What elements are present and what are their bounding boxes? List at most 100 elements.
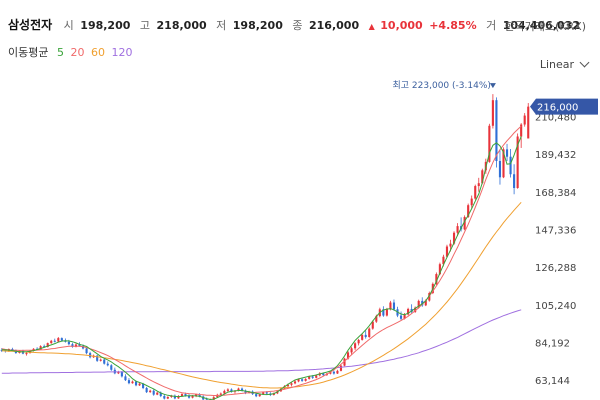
candle	[343, 357, 346, 367]
candle	[187, 394, 191, 399]
candle-body	[371, 321, 374, 329]
candle-body	[138, 383, 141, 386]
candle	[57, 337, 60, 343]
candle	[163, 393, 166, 400]
candle-body	[414, 307, 417, 312]
candle-body	[308, 376, 311, 379]
ma-60-label[interactable]: 60	[90, 46, 105, 59]
candle	[0, 348, 3, 353]
candle-body	[219, 393, 222, 395]
candle	[399, 311, 403, 321]
candle-body	[442, 256, 445, 265]
candle-body	[223, 390, 226, 394]
volume-label: 거	[486, 19, 497, 32]
candle-body	[495, 100, 498, 162]
quote-header: 삼성전자 시 198,200 고 218,000 저 198,200 종 216…	[8, 16, 586, 36]
open-value: 198,200	[80, 19, 131, 32]
close-value: 216,000	[309, 19, 360, 32]
high-value: 218,000	[156, 19, 207, 32]
ma-120-label[interactable]: 120	[111, 46, 133, 59]
candle-body	[173, 395, 176, 399]
candle-body	[488, 125, 491, 162]
candles-layer	[0, 94, 530, 400]
candle	[520, 123, 523, 148]
candle-body	[230, 389, 233, 392]
candle	[223, 389, 226, 395]
candle-body	[78, 344, 81, 346]
candle-body	[354, 343, 357, 349]
candle-body	[39, 346, 42, 350]
candle-body	[456, 226, 459, 233]
y-tick-label: 189,432	[535, 150, 576, 161]
candle	[364, 330, 367, 339]
ma-5-label[interactable]: 5	[56, 46, 64, 59]
last-price-badge-bg	[530, 98, 598, 115]
candle-body	[470, 198, 473, 206]
candle	[99, 358, 102, 362]
candle-body	[96, 355, 99, 361]
candle-body	[449, 243, 452, 247]
last-price-label: 216,000	[537, 103, 578, 114]
candle-body	[50, 340, 53, 344]
ma-20-label[interactable]: 20	[70, 46, 85, 59]
candle-body	[392, 302, 396, 310]
candle-body	[520, 124, 523, 137]
candle	[407, 307, 410, 316]
scale-selector[interactable]: Linear	[539, 57, 590, 71]
candle-body	[438, 264, 441, 275]
candle	[152, 389, 155, 396]
candle-body	[502, 149, 505, 178]
candle-body	[237, 388, 240, 391]
candle-body	[81, 345, 85, 349]
candle-body	[346, 352, 350, 359]
change-arrow-icon: ▲	[368, 22, 375, 31]
candle-body	[244, 390, 247, 394]
candle	[159, 391, 162, 398]
y-tick-label: 210,480	[535, 112, 576, 123]
candle-body	[103, 359, 106, 364]
candle-body	[53, 340, 56, 342]
candle-body	[343, 358, 346, 366]
candle-body	[407, 308, 410, 315]
candle-body	[163, 396, 166, 399]
candle	[456, 223, 459, 237]
candle	[463, 215, 466, 231]
candle-body	[336, 370, 339, 374]
candle-body	[99, 359, 102, 361]
candle-body	[67, 341, 70, 345]
candle-body	[46, 343, 49, 348]
candle	[74, 343, 78, 348]
scale-selector-label: Linear	[539, 58, 574, 71]
candle-body	[403, 314, 406, 319]
candle-body	[435, 274, 438, 284]
candle-body	[527, 106, 530, 139]
candle	[435, 272, 438, 286]
candle-body	[424, 300, 427, 306]
candle-body	[60, 338, 63, 341]
change-value: 10,000	[380, 19, 423, 32]
candle-body	[297, 379, 300, 382]
candle	[470, 195, 473, 209]
candle	[96, 354, 99, 362]
candle-body	[134, 381, 138, 386]
candle	[527, 103, 530, 139]
candle-body	[385, 309, 388, 316]
candle	[498, 150, 502, 185]
candle-body	[198, 394, 201, 397]
candle	[332, 370, 335, 375]
candle-body	[142, 383, 145, 389]
candle	[71, 342, 74, 348]
candle-body	[350, 348, 353, 353]
candle	[491, 94, 494, 129]
y-axis-ticks: 210,480 189,432 168,384 147,336 126,288 105,2…	[530, 98, 598, 387]
candle-body	[57, 338, 60, 342]
candle-body	[523, 115, 526, 125]
candle	[89, 351, 92, 359]
y-tick-label: 105,240	[535, 301, 576, 312]
candle-body	[265, 392, 268, 394]
candle	[46, 342, 49, 348]
max-marker-icon	[489, 83, 496, 89]
moving-average-legend: 이동평균 5 20 60 120	[8, 44, 137, 60]
candle	[145, 386, 148, 394]
